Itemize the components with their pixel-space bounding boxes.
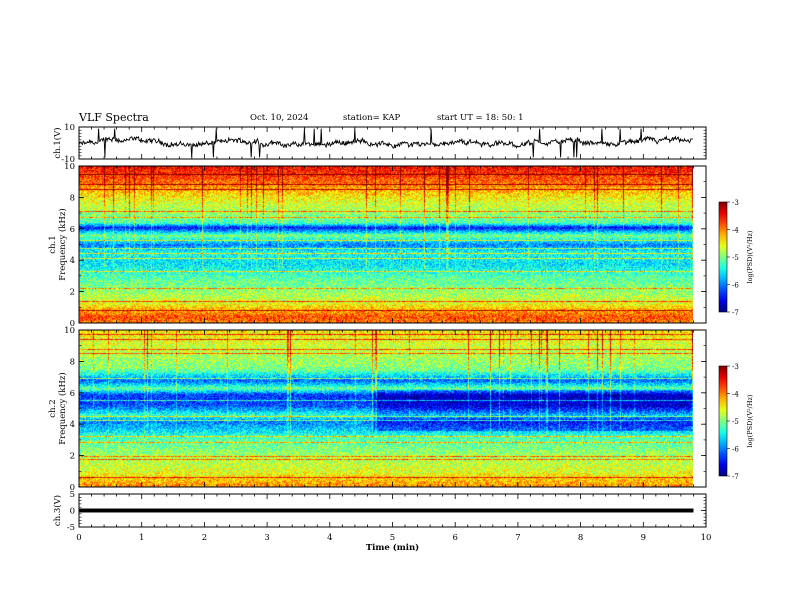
y-tick-label: 8 <box>70 357 75 367</box>
y-tick-label: 10 <box>64 162 75 172</box>
x-tick-label: 6 <box>452 533 457 543</box>
y-tick-label: 0 <box>70 483 75 493</box>
start-ut-label: start UT = 18: 50: 1 <box>437 113 524 123</box>
station-label: station= KAP <box>343 113 401 123</box>
x-tick-label: 0 <box>76 533 81 543</box>
y-tick-label: 2 <box>70 452 75 462</box>
colorbar-2 <box>718 365 728 477</box>
spectrogram-image <box>79 166 693 323</box>
y-tick-label: 0 <box>70 319 75 329</box>
ch3-voltage-ylabel: ch.3(V) <box>52 495 63 526</box>
y-tick-label: -5 <box>67 523 75 533</box>
colorbar-1 <box>718 201 728 313</box>
x-tick-label: 3 <box>264 533 269 543</box>
x-axis-label: Time (min) <box>366 542 419 553</box>
y-tick-label: 6 <box>70 225 75 235</box>
ch1-frequency-ylabel: Frequency (kHz) <box>57 208 68 280</box>
x-tick-label: 2 <box>202 533 207 543</box>
colorbar-tick-label: -5 <box>732 254 739 262</box>
y-tick-label: 10 <box>64 123 75 133</box>
x-tick-label: 10 <box>701 533 712 543</box>
ch1-waveform-line <box>78 128 693 158</box>
x-tick-label: 5 <box>390 533 395 543</box>
colorbar-tick-label: -6 <box>732 282 739 290</box>
y-tick-label: 8 <box>70 193 75 203</box>
colorbar-tick-label: -4 <box>732 227 739 235</box>
colorbar-tick-label: -3 <box>732 199 739 207</box>
colorbar-tick-label: -6 <box>732 446 739 454</box>
colorbar-label: log(PSD)(V²/Hz) <box>746 230 754 283</box>
y-tick-label: -10 <box>61 155 75 165</box>
y-tick-label: 2 <box>70 288 75 298</box>
y-tick-label: 6 <box>70 389 75 399</box>
colorbar-tick-label: -7 <box>732 309 739 317</box>
colorbar-tick-label: -3 <box>732 363 739 371</box>
ch1-frequency-ylabel: ch.1 <box>48 235 58 253</box>
x-tick-label: 9 <box>641 533 646 543</box>
x-tick-label: 1 <box>139 533 144 543</box>
y-tick-label: 4 <box>70 420 75 430</box>
x-tick-label: 4 <box>327 533 332 543</box>
ch3-waveform-band <box>79 508 694 513</box>
colorbar-tick-label: -5 <box>732 418 739 426</box>
colorbar-label: log(PSD)(V²/Hz) <box>746 394 754 447</box>
y-tick-label: 4 <box>70 256 75 266</box>
ch2-frequency-ylabel: ch.2 <box>48 399 58 417</box>
plot-title: VLF Spectra <box>79 111 149 124</box>
ch2-frequency-ylabel: Frequency (kHz) <box>57 372 68 444</box>
y-tick-label: 0 <box>70 507 75 517</box>
colorbar-tick-label: -4 <box>732 391 739 399</box>
x-tick-label: 8 <box>578 533 583 543</box>
x-tick-label: 7 <box>515 533 520 543</box>
spectrogram-image <box>79 330 693 487</box>
y-tick-label: 10 <box>64 326 75 336</box>
ch1-voltage-ylabel: ch.1(V) <box>52 127 63 158</box>
y-tick-label: 5 <box>70 490 75 500</box>
colorbar-tick-label: -7 <box>732 473 739 481</box>
date-label: Oct. 10, 2024 <box>250 113 309 123</box>
